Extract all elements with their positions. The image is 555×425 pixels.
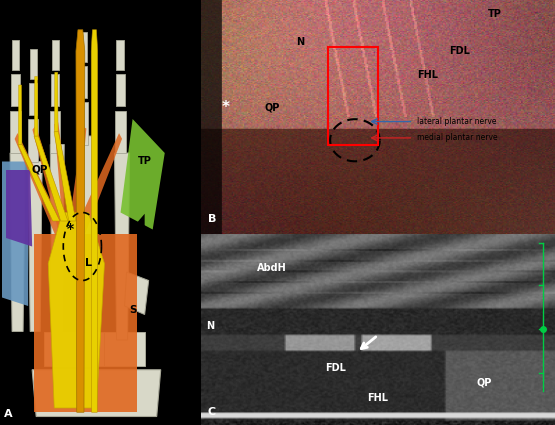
Polygon shape (50, 144, 64, 332)
Polygon shape (2, 162, 28, 306)
Text: FHL: FHL (367, 393, 388, 403)
Text: A: A (4, 409, 12, 419)
Polygon shape (54, 72, 58, 132)
Polygon shape (120, 119, 165, 230)
Polygon shape (78, 102, 88, 144)
Text: FDL: FDL (89, 17, 108, 26)
Polygon shape (44, 332, 104, 366)
Polygon shape (10, 110, 21, 153)
Text: *: * (221, 100, 230, 115)
Polygon shape (91, 30, 98, 412)
Text: TP: TP (488, 9, 502, 19)
Polygon shape (34, 234, 137, 412)
Polygon shape (79, 66, 87, 98)
Text: N: N (296, 37, 304, 47)
Text: lateral plantar nerve: lateral plantar nerve (417, 117, 496, 126)
Polygon shape (14, 133, 74, 262)
Text: FDL: FDL (325, 363, 346, 373)
Polygon shape (77, 132, 84, 221)
Polygon shape (65, 127, 87, 258)
Polygon shape (52, 40, 59, 70)
Polygon shape (34, 76, 38, 136)
Polygon shape (30, 49, 37, 79)
Text: FDL: FDL (449, 46, 470, 57)
Polygon shape (54, 132, 76, 221)
Text: AbdH: AbdH (257, 263, 286, 273)
Polygon shape (32, 370, 161, 416)
Polygon shape (34, 136, 68, 221)
Polygon shape (12, 40, 19, 70)
Polygon shape (6, 170, 32, 246)
Polygon shape (29, 83, 37, 115)
Text: QP: QP (32, 165, 48, 175)
Polygon shape (50, 110, 60, 153)
Polygon shape (114, 153, 129, 340)
Polygon shape (28, 162, 42, 332)
Polygon shape (54, 122, 75, 258)
Polygon shape (28, 119, 38, 162)
Polygon shape (51, 74, 59, 106)
Polygon shape (114, 110, 125, 153)
Text: S: S (129, 305, 137, 315)
Text: FHL: FHL (70, 17, 90, 26)
Text: medial plantar nerve: medial plantar nerve (417, 133, 497, 142)
Polygon shape (18, 85, 22, 144)
Polygon shape (11, 74, 20, 106)
Text: B: B (208, 214, 216, 224)
Polygon shape (76, 30, 85, 412)
Text: QP: QP (264, 102, 279, 113)
Polygon shape (80, 32, 87, 62)
Polygon shape (115, 74, 124, 106)
Polygon shape (48, 212, 104, 408)
Polygon shape (116, 40, 124, 70)
Polygon shape (104, 332, 145, 366)
Polygon shape (67, 133, 122, 262)
Bar (329, 47, 378, 145)
Text: L: L (85, 258, 92, 269)
Text: *: * (67, 223, 74, 236)
Text: TP: TP (138, 156, 152, 167)
Polygon shape (124, 272, 149, 314)
Polygon shape (78, 136, 93, 332)
Text: QP: QP (477, 378, 492, 388)
Text: C: C (208, 407, 216, 417)
Text: FHL: FHL (417, 70, 438, 80)
Polygon shape (18, 144, 60, 221)
Text: N: N (206, 320, 214, 331)
Polygon shape (32, 125, 74, 261)
Polygon shape (137, 214, 145, 232)
Polygon shape (10, 153, 25, 332)
Polygon shape (80, 72, 84, 132)
